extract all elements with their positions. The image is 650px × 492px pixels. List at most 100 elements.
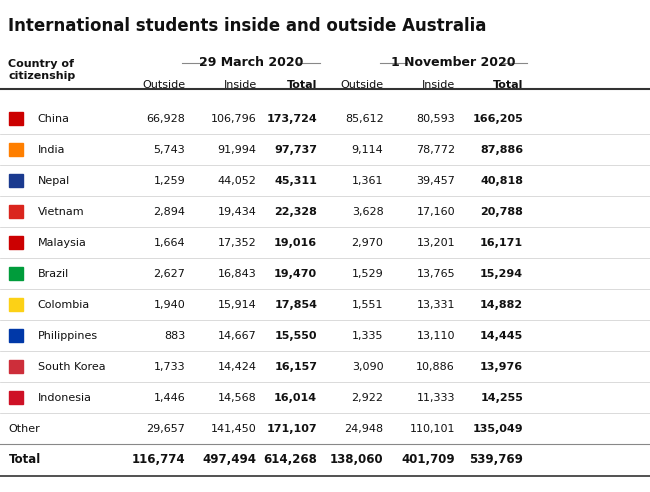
Text: 17,160: 17,160 (417, 207, 455, 217)
Text: 78,772: 78,772 (416, 145, 455, 155)
Text: Total: Total (8, 453, 41, 466)
Text: 1,335: 1,335 (352, 331, 383, 341)
Text: Outside: Outside (341, 80, 384, 90)
Bar (9, 391, 23, 403)
Text: 138,060: 138,060 (330, 453, 384, 466)
Text: Outside: Outside (142, 80, 185, 90)
Text: 166,205: 166,205 (473, 114, 523, 124)
Text: 14,424: 14,424 (218, 362, 257, 372)
Bar (9, 329, 23, 341)
Text: 3,628: 3,628 (352, 207, 384, 217)
Text: 539,769: 539,769 (469, 453, 523, 466)
Text: 85,612: 85,612 (344, 114, 383, 124)
Text: 401,709: 401,709 (401, 453, 455, 466)
Text: 97,737: 97,737 (274, 145, 317, 155)
Text: 40,818: 40,818 (480, 176, 523, 186)
Text: 14,445: 14,445 (480, 331, 523, 341)
Text: 20,788: 20,788 (480, 207, 523, 217)
Text: 1,551: 1,551 (352, 300, 383, 310)
Bar (9, 174, 23, 186)
Text: 14,568: 14,568 (218, 393, 257, 403)
Text: 1,529: 1,529 (352, 269, 384, 279)
Text: 19,470: 19,470 (274, 269, 317, 279)
Text: 45,311: 45,311 (274, 176, 317, 186)
Text: Colombia: Colombia (38, 300, 90, 310)
Bar (9, 236, 23, 248)
Text: 883: 883 (164, 331, 185, 341)
Text: 1,446: 1,446 (153, 393, 185, 403)
Text: 110,101: 110,101 (410, 424, 455, 434)
Text: 16,157: 16,157 (274, 362, 317, 372)
Text: Inside: Inside (422, 80, 455, 90)
Text: 1,664: 1,664 (153, 238, 185, 248)
Text: International students inside and outside Australia: International students inside and outsid… (8, 17, 487, 35)
Text: 116,774: 116,774 (131, 453, 185, 466)
Text: 3,090: 3,090 (352, 362, 384, 372)
Text: 24,948: 24,948 (344, 424, 383, 434)
Text: 13,201: 13,201 (417, 238, 455, 248)
Text: 141,450: 141,450 (211, 424, 257, 434)
Text: 173,724: 173,724 (266, 114, 317, 124)
Bar (9, 267, 23, 279)
Text: 29 March 2020: 29 March 2020 (199, 57, 304, 69)
Text: Indonesia: Indonesia (38, 393, 92, 403)
Text: 19,434: 19,434 (218, 207, 257, 217)
Text: 17,854: 17,854 (274, 300, 317, 310)
Text: 15,914: 15,914 (218, 300, 257, 310)
Text: 5,743: 5,743 (153, 145, 185, 155)
Text: 13,331: 13,331 (417, 300, 455, 310)
Text: Country of
citizenship: Country of citizenship (8, 59, 75, 81)
Text: 39,457: 39,457 (416, 176, 455, 186)
Text: 29,657: 29,657 (146, 424, 185, 434)
Text: Malaysia: Malaysia (38, 238, 86, 248)
Text: 16,014: 16,014 (274, 393, 317, 403)
Text: 14,667: 14,667 (218, 331, 257, 341)
Bar (9, 205, 23, 217)
Bar (9, 360, 23, 372)
Text: 2,627: 2,627 (153, 269, 185, 279)
Text: 614,268: 614,268 (263, 453, 317, 466)
Text: 22,328: 22,328 (274, 207, 317, 217)
Text: India: India (38, 145, 65, 155)
Text: 17,352: 17,352 (218, 238, 257, 248)
Text: Vietnam: Vietnam (38, 207, 84, 217)
Text: Philippines: Philippines (38, 331, 98, 341)
Text: 9,114: 9,114 (352, 145, 384, 155)
Text: Brazil: Brazil (38, 269, 69, 279)
Bar (9, 112, 23, 124)
Text: 15,550: 15,550 (275, 331, 317, 341)
Text: Total: Total (287, 80, 317, 90)
Text: 91,994: 91,994 (218, 145, 257, 155)
Text: 14,255: 14,255 (480, 393, 523, 403)
Text: 171,107: 171,107 (266, 424, 317, 434)
Text: 14,882: 14,882 (480, 300, 523, 310)
Text: 87,886: 87,886 (480, 145, 523, 155)
Bar (9, 298, 23, 310)
Text: Total: Total (493, 80, 523, 90)
Text: 1,259: 1,259 (153, 176, 185, 186)
Bar (9, 143, 23, 155)
Text: 19,016: 19,016 (274, 238, 317, 248)
Text: 13,110: 13,110 (417, 331, 455, 341)
Text: Inside: Inside (224, 80, 257, 90)
Text: 1,733: 1,733 (153, 362, 185, 372)
Text: Other: Other (8, 424, 40, 434)
Text: 497,494: 497,494 (203, 453, 257, 466)
Text: 11,333: 11,333 (417, 393, 455, 403)
Text: Nepal: Nepal (38, 176, 70, 186)
Text: China: China (38, 114, 70, 124)
Text: 44,052: 44,052 (218, 176, 257, 186)
Text: 1,940: 1,940 (153, 300, 185, 310)
Text: 13,976: 13,976 (480, 362, 523, 372)
Text: 16,843: 16,843 (218, 269, 257, 279)
Text: 16,171: 16,171 (480, 238, 523, 248)
Text: 2,922: 2,922 (352, 393, 384, 403)
Text: South Korea: South Korea (38, 362, 105, 372)
Text: 13,765: 13,765 (417, 269, 455, 279)
Text: 2,894: 2,894 (153, 207, 185, 217)
Text: 1 November 2020: 1 November 2020 (391, 57, 515, 69)
Text: 1,361: 1,361 (352, 176, 383, 186)
Text: 15,294: 15,294 (480, 269, 523, 279)
Text: 80,593: 80,593 (416, 114, 455, 124)
Text: 2,970: 2,970 (352, 238, 384, 248)
